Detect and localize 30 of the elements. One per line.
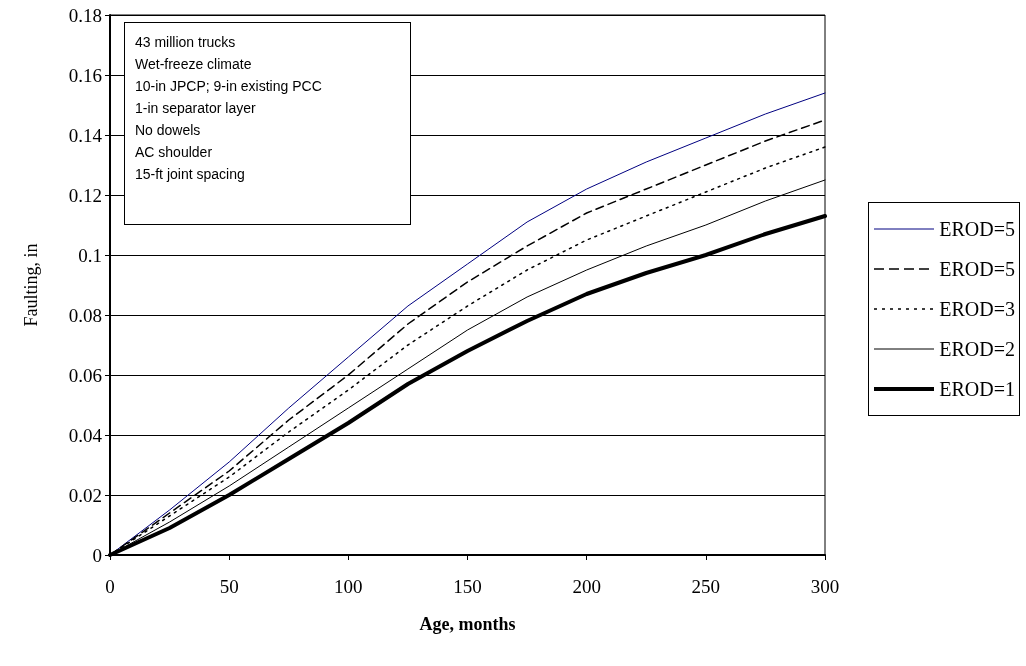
legend-label: EROD=1: [939, 377, 1015, 401]
legend-label: EROD=5: [939, 257, 1015, 281]
annotation: 15-ft joint spacing: [135, 165, 246, 184]
y-tick-label: 0.14: [68, 124, 103, 146]
legend-label: EROD=3: [939, 297, 1015, 321]
x-tick-label: 200: [572, 576, 601, 597]
annotation: No dowels: [135, 121, 202, 140]
x-tick-label: 150: [453, 576, 482, 597]
y-tick-label: 0.12: [68, 184, 102, 206]
y-tick-label: 0.16: [68, 64, 102, 86]
annotation: AC shoulder: [135, 143, 214, 162]
y-tick-label: 0.04: [68, 424, 103, 446]
y-tick-label: 0.18: [68, 4, 102, 26]
x-tick-label: 50: [219, 576, 239, 597]
y-tick-label: 0.08: [68, 304, 102, 326]
x-tick-label: 100: [334, 576, 363, 597]
annotation: 1-in separator layer: [135, 99, 257, 118]
legend-label: EROD=5: [939, 217, 1015, 241]
annotation: 43 million trucks: [135, 33, 237, 52]
y-tick-label: 0.1: [78, 244, 102, 266]
x-tick-label: 300: [810, 576, 840, 597]
legend-label: EROD=2: [939, 337, 1015, 361]
y-axis-title: Faulting, in: [21, 243, 41, 327]
annotation: Wet-freeze climate: [135, 55, 253, 74]
x-axis-title: Age, months: [419, 614, 516, 634]
y-tick-label: 0.02: [68, 484, 102, 506]
annotation: 10-in JPCP; 9-in existing PCC: [135, 77, 323, 96]
y-tick-label: 0: [92, 544, 102, 566]
y-tick-label: 0.06: [68, 364, 102, 386]
x-tick-label: 250: [691, 576, 721, 597]
